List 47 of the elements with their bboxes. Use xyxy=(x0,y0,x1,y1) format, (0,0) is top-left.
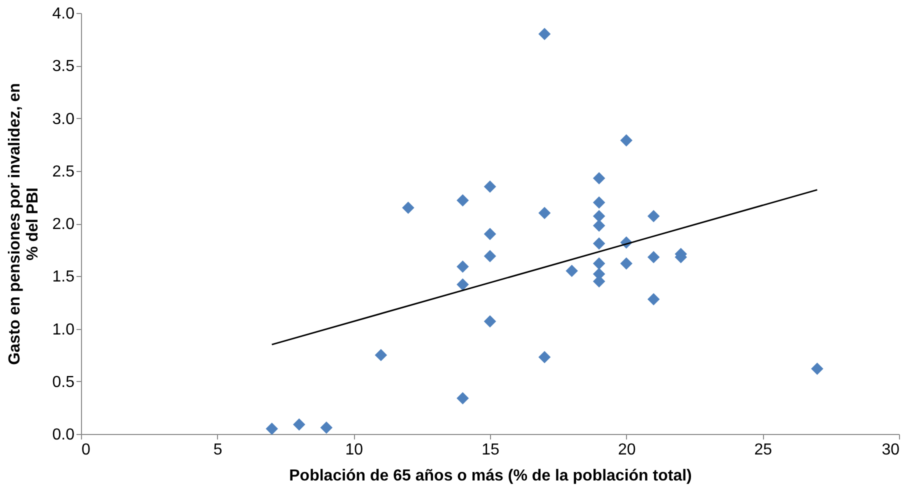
point xyxy=(484,228,496,240)
point xyxy=(456,278,469,291)
point xyxy=(402,202,414,214)
point xyxy=(592,196,606,209)
point xyxy=(647,210,660,222)
y-tick-label: 3.5 xyxy=(52,58,75,76)
point xyxy=(592,210,606,222)
point xyxy=(456,392,469,404)
y-tick-label: 4.0 xyxy=(52,6,75,22)
point xyxy=(620,134,632,146)
x-tick-label: 0 xyxy=(82,442,90,458)
point xyxy=(566,264,578,277)
y-tick-label: 2.5 xyxy=(52,163,75,180)
y-tick-label: 2.0 xyxy=(52,216,75,233)
point xyxy=(811,362,824,375)
point xyxy=(293,418,306,431)
point xyxy=(592,237,606,250)
point xyxy=(484,250,496,262)
point xyxy=(538,351,551,364)
point xyxy=(647,251,660,264)
point xyxy=(484,180,496,193)
point xyxy=(456,260,469,273)
point xyxy=(538,28,551,40)
y-tick-label: 1.0 xyxy=(52,321,75,338)
point xyxy=(592,257,606,270)
x-tick-label: 10 xyxy=(345,442,364,458)
x-tick-label: 5 xyxy=(213,442,222,458)
point xyxy=(320,422,333,434)
point xyxy=(484,315,496,328)
point xyxy=(647,293,660,306)
point xyxy=(592,219,606,232)
point xyxy=(620,257,632,270)
point xyxy=(456,194,469,206)
x-tick-label: 15 xyxy=(482,442,500,458)
point xyxy=(592,172,606,184)
y-tick-label: 3.0 xyxy=(52,110,75,128)
x-tick-label: 20 xyxy=(618,442,636,458)
x-tick-label: 30 xyxy=(882,442,900,458)
y-tick-label: 0.0 xyxy=(52,426,75,444)
y-tick-label: 1.5 xyxy=(52,268,75,286)
y-axis-title: Gasto en pensiones por invalidez, en % del PBI xyxy=(6,83,42,365)
point xyxy=(374,348,388,362)
point xyxy=(538,206,551,220)
point xyxy=(266,422,278,435)
x-axis-title: Población de 65 años o más (% de la población total) xyxy=(289,468,692,484)
y-tick-label: 0.5 xyxy=(52,374,75,391)
x-tick-label: 25 xyxy=(754,442,772,458)
